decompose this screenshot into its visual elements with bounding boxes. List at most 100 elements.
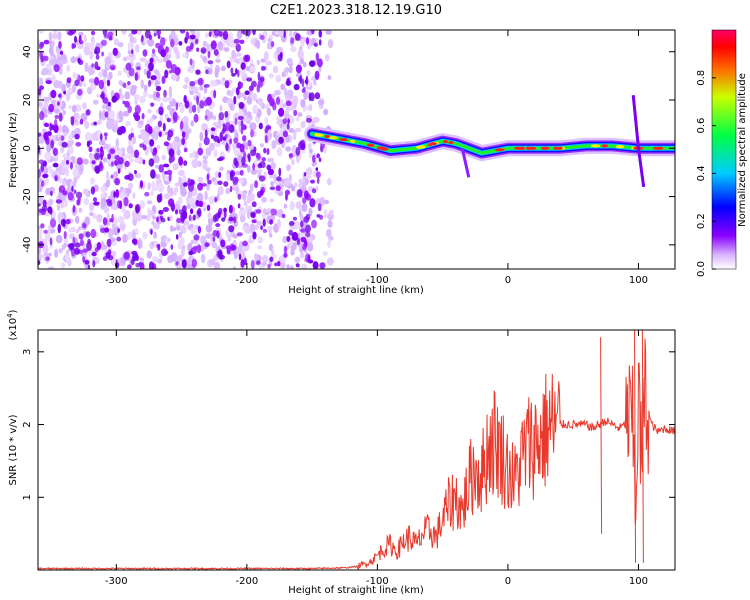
noise-blob bbox=[113, 216, 118, 227]
noise-peak bbox=[96, 147, 100, 153]
noise-peak bbox=[103, 132, 108, 137]
colorbar-gradient bbox=[711, 29, 737, 270]
noise-blob bbox=[88, 78, 95, 83]
noise-blob bbox=[276, 147, 283, 157]
noise-peak bbox=[243, 150, 246, 159]
noise-peak bbox=[287, 118, 290, 124]
noise-peak bbox=[114, 177, 121, 186]
noise-peak bbox=[116, 128, 123, 136]
noise-blob bbox=[88, 152, 93, 159]
noise-peak bbox=[91, 251, 97, 257]
signal-streak bbox=[460, 147, 471, 178]
noise-blob bbox=[137, 123, 143, 129]
noise-peak bbox=[251, 219, 257, 224]
noise-peak bbox=[228, 204, 233, 214]
noise-peak bbox=[222, 30, 229, 40]
noise-peak bbox=[225, 245, 231, 250]
noise-blob bbox=[78, 31, 84, 36]
noise-blob bbox=[43, 96, 50, 102]
signal-peak bbox=[653, 146, 663, 150]
noise-blob bbox=[134, 228, 139, 235]
noise-peak bbox=[203, 137, 210, 146]
noise-peak bbox=[300, 236, 307, 243]
noise-peak bbox=[175, 261, 179, 266]
noise-peak bbox=[250, 259, 255, 269]
noise-blob bbox=[219, 104, 223, 112]
noise-peak bbox=[104, 111, 109, 118]
noise-blob bbox=[53, 30, 58, 35]
noise-peak bbox=[43, 229, 48, 234]
noise-peak bbox=[300, 228, 307, 233]
noise-blob bbox=[278, 30, 284, 38]
noise-blob bbox=[261, 196, 267, 203]
noise-blob bbox=[242, 191, 247, 201]
y-tick-label: 0 bbox=[22, 145, 33, 151]
noise-peak bbox=[42, 199, 47, 207]
noise-blob bbox=[290, 46, 297, 53]
x-tick-label: 100 bbox=[629, 275, 648, 286]
noise-peak bbox=[45, 256, 50, 261]
noise-blob bbox=[294, 127, 302, 133]
noise-blob bbox=[167, 97, 173, 102]
noise-peak bbox=[183, 147, 188, 153]
noise-blob bbox=[307, 171, 311, 180]
noise-peak bbox=[180, 120, 184, 130]
noise-peak bbox=[256, 260, 261, 265]
noise-peak bbox=[90, 30, 96, 36]
noise-peak bbox=[146, 70, 151, 79]
noise-peak bbox=[66, 159, 69, 165]
noise-blob bbox=[60, 146, 65, 154]
noise-peak bbox=[107, 31, 113, 38]
noise-blob bbox=[38, 195, 44, 206]
noise-peak bbox=[288, 153, 294, 158]
noise-peak bbox=[38, 132, 42, 137]
noise-peak bbox=[275, 96, 281, 105]
noise-peak bbox=[229, 138, 233, 145]
noise-blob bbox=[104, 56, 112, 66]
snr-y-axis-label: SNR (10 * v/v) bbox=[8, 414, 19, 485]
noise-blob bbox=[107, 228, 114, 239]
noise-blob bbox=[127, 182, 134, 189]
noise-peak bbox=[85, 109, 91, 116]
noise-blob bbox=[298, 208, 302, 218]
noise-peak bbox=[156, 216, 159, 223]
noise-peak bbox=[270, 208, 277, 216]
noise-blob bbox=[122, 233, 128, 243]
noise-peak bbox=[269, 219, 273, 225]
noise-blob bbox=[254, 224, 260, 230]
noise-peak bbox=[161, 76, 166, 84]
noise-blob bbox=[54, 248, 59, 258]
noise-blob bbox=[243, 117, 251, 123]
noise-blob bbox=[125, 121, 131, 127]
noise-blob bbox=[244, 225, 251, 234]
noise-peak bbox=[152, 48, 156, 54]
noise-peak bbox=[241, 124, 247, 131]
noise-peak bbox=[101, 39, 107, 47]
noise-blob bbox=[286, 57, 293, 65]
noise-peak bbox=[295, 64, 302, 74]
noise-peak bbox=[38, 159, 45, 164]
noise-peak bbox=[80, 239, 84, 247]
noise-peak bbox=[263, 147, 267, 154]
noise-blob bbox=[256, 59, 260, 66]
noise-blob bbox=[152, 155, 160, 164]
noise-blob bbox=[101, 104, 106, 109]
noise-peak bbox=[197, 182, 204, 191]
x-tick-label: -100 bbox=[366, 576, 389, 587]
noise-blob bbox=[153, 69, 160, 75]
noise-peak bbox=[156, 91, 160, 98]
noise-blob bbox=[136, 212, 142, 222]
noise-blob bbox=[165, 236, 169, 246]
noise-blob bbox=[84, 62, 89, 73]
noise-peak bbox=[105, 251, 111, 259]
noise-blob bbox=[178, 236, 185, 245]
noise-peak bbox=[314, 70, 320, 81]
noise-peak bbox=[109, 148, 116, 155]
noise-blob bbox=[270, 162, 277, 170]
colorbar-ticks: 0.0 0.2 0.4 0.6 0.8 bbox=[696, 70, 716, 277]
noise-peak bbox=[155, 85, 162, 92]
noise-blob bbox=[156, 145, 161, 150]
noise-peak bbox=[170, 244, 174, 250]
snr-line bbox=[38, 338, 675, 570]
noise-peak bbox=[292, 216, 297, 221]
